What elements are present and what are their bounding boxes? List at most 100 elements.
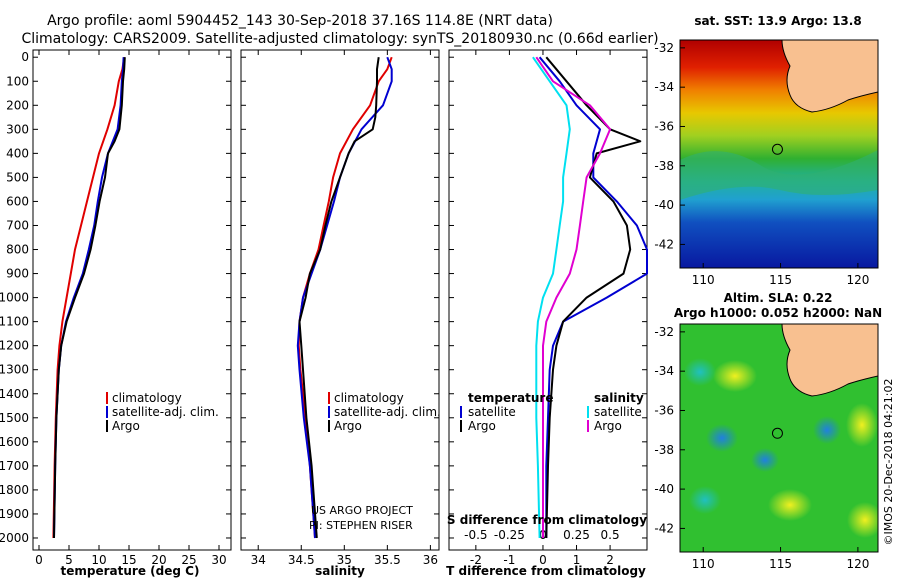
temperature-xlabel: temperature (deg C) bbox=[61, 564, 200, 578]
depth-tick-label: 300 bbox=[6, 122, 29, 136]
difference-legend: temperature satellite Argo salinity sate… bbox=[460, 391, 644, 433]
depth-tick-label: 1900 bbox=[0, 507, 29, 521]
legend-s-satellite-label: satellite bbox=[594, 405, 642, 419]
depth-tick-label: 1200 bbox=[0, 339, 29, 353]
temperature-axes bbox=[32, 49, 232, 551]
depth-tick-label: 1000 bbox=[0, 291, 29, 305]
lon-tick-label: 115 bbox=[769, 273, 792, 287]
sla-map-panel: Altim. SLA: 0.22 Argo h1000: 0.052 h2000… bbox=[654, 291, 882, 571]
lat-tick-label: -38 bbox=[654, 443, 674, 457]
depth-tick-label: 1100 bbox=[0, 315, 29, 329]
difference-x-axis: -2 -1 0 1 2 bbox=[470, 50, 614, 567]
legend-climatology-label: climatology bbox=[334, 391, 404, 405]
t-satellite-line bbox=[538, 56, 648, 538]
argo-line bbox=[53, 57, 126, 539]
x-tick-label: 0 bbox=[35, 553, 43, 567]
sst-land bbox=[781, 40, 878, 113]
sla-blob bbox=[689, 486, 721, 514]
timestamp: ©IMOS 20-Dec-2018 04:21:02 bbox=[882, 379, 895, 546]
x-tick-label: 0 bbox=[539, 553, 547, 567]
title-line-2: Climatology: CARS2009. Satellite-adjuste… bbox=[21, 31, 658, 47]
legend-s-argo-label: Argo bbox=[594, 419, 622, 433]
sla-blob bbox=[768, 489, 812, 521]
lat-tick-label: -34 bbox=[654, 80, 674, 94]
depth-tick-label: 600 bbox=[6, 194, 29, 208]
lon-tick-label: 110 bbox=[692, 557, 715, 571]
depth-tick-label: 0 bbox=[21, 50, 29, 64]
depth-tick-label: 1300 bbox=[0, 363, 29, 377]
salinity-axes bbox=[240, 49, 440, 551]
lat-tick-label: -42 bbox=[654, 521, 674, 535]
temperature-panel: 0100200300400500600700800900100011001200… bbox=[0, 49, 232, 578]
sst-front bbox=[680, 150, 878, 200]
sst-map-axes: 110 115 120 -32 -34 -36 -38 -40 -42 bbox=[654, 41, 869, 287]
x-tick-label: 35 bbox=[337, 553, 352, 567]
salinity-x-axis: 34 34.5 35 35.5 36 bbox=[251, 50, 438, 567]
x-tick-label: 36 bbox=[423, 553, 438, 567]
sla-argo-marker bbox=[771, 427, 783, 439]
depth-tick-label: 100 bbox=[6, 74, 29, 88]
legend-satellite-label: satellite-adj. clim. bbox=[112, 405, 219, 419]
sla-heatmap bbox=[680, 324, 878, 552]
x-tick-label: 34 bbox=[251, 553, 266, 567]
salinity-difference-x-axis: -0.5 -0.25 0 0.25 0.5 bbox=[464, 528, 619, 542]
depth-tick-label: 1700 bbox=[0, 459, 29, 473]
depth-tick-label: 1500 bbox=[0, 411, 29, 425]
sla-map-frame bbox=[679, 323, 879, 553]
lat-tick-label: -40 bbox=[654, 482, 674, 496]
x-tick-label: 25 bbox=[181, 553, 196, 567]
s-argo-line bbox=[535, 56, 612, 538]
salinity-panel: 34 34.5 35 35.5 36 salinity climatology sate… bbox=[240, 49, 441, 578]
legend-t-argo-label: Argo bbox=[468, 419, 496, 433]
argo-line bbox=[298, 57, 380, 539]
x-tick-label: 35.5 bbox=[374, 553, 401, 567]
depth-tick-label: 1800 bbox=[0, 483, 29, 497]
title-line-1: Argo profile: aoml 5904452_143 30-Sep-20… bbox=[47, 13, 553, 29]
x-tick-label: 20 bbox=[151, 553, 166, 567]
s-tick-label: -0.5 bbox=[464, 528, 487, 542]
sla-blob bbox=[713, 360, 757, 392]
sla-blob bbox=[813, 416, 841, 444]
depth-tick-label: 2000 bbox=[0, 531, 29, 545]
climatology-line bbox=[52, 57, 126, 539]
depth-tick-label: 800 bbox=[6, 243, 29, 257]
lat-tick-label: -34 bbox=[654, 364, 674, 378]
climatology-line bbox=[297, 56, 393, 539]
depth-tick-label: 1600 bbox=[0, 435, 29, 449]
temperature-lines bbox=[52, 57, 126, 539]
legend-salinity-title: salinity bbox=[594, 391, 644, 405]
x-tick-label: 15 bbox=[121, 553, 136, 567]
sst-map-title: sat. SST: 13.9 Argo: 13.8 bbox=[694, 14, 861, 28]
s-tick-label: 0.25 bbox=[563, 528, 590, 542]
lat-tick-label: -32 bbox=[654, 41, 674, 55]
x-tick-label: 34.5 bbox=[288, 553, 315, 567]
x-tick-label: -2 bbox=[470, 553, 482, 567]
depth-tick-label: 400 bbox=[6, 146, 29, 160]
x-tick-label: 30 bbox=[211, 553, 226, 567]
sla-blob bbox=[847, 502, 878, 538]
sst-map-panel: sat. SST: 13.9 Argo: 13.8 110 115 120 -32 -3… bbox=[654, 14, 879, 287]
legend-argo-label: Argo bbox=[334, 419, 362, 433]
s-tick-label: -0.25 bbox=[494, 528, 525, 542]
lat-tick-label: -38 bbox=[654, 159, 674, 173]
difference-lines bbox=[532, 56, 648, 539]
legend-t-satellite-label: satellite bbox=[468, 405, 516, 419]
depth-tick-label: 900 bbox=[6, 267, 29, 281]
lon-tick-label: 110 bbox=[692, 273, 715, 287]
sla-map-title: Altim. SLA: 0.22 bbox=[724, 291, 833, 305]
sla-blob bbox=[684, 358, 716, 386]
lat-tick-label: -36 bbox=[654, 403, 674, 417]
lon-tick-label: 120 bbox=[846, 273, 869, 287]
sst-heatmap bbox=[680, 40, 878, 268]
s-difference-xlabel: S difference from climatology bbox=[447, 513, 647, 527]
x-tick-label: 2 bbox=[606, 553, 614, 567]
x-tick-label: 10 bbox=[91, 553, 106, 567]
lon-tick-label: 115 bbox=[769, 557, 792, 571]
sla-blob bbox=[706, 424, 738, 452]
sla-map-subtitle: Argo h1000: 0.052 h2000: NaN bbox=[674, 306, 882, 320]
salinity-depth-ticks bbox=[241, 56, 439, 539]
lon-tick-label: 120 bbox=[846, 557, 869, 571]
depth-tick-label: 700 bbox=[6, 218, 29, 232]
x-tick-label: 1 bbox=[573, 553, 581, 567]
